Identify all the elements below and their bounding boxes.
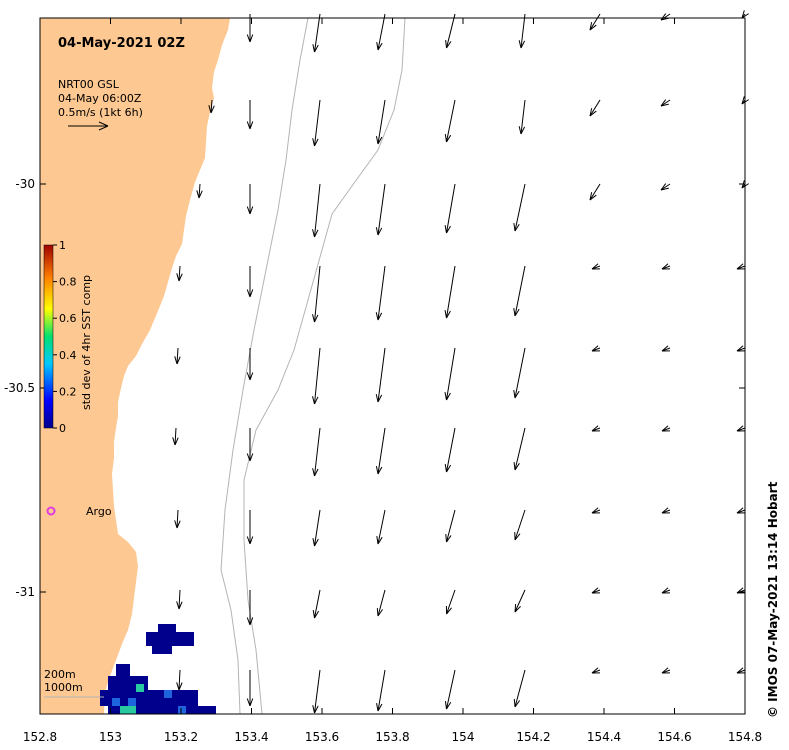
sst-pixels: [100, 624, 216, 714]
lat-tick-label: -30: [15, 177, 35, 191]
legend-line-3: 0.5m/s (1kt 6h): [58, 106, 143, 119]
lon-tick-label: 153.6: [305, 730, 339, 744]
map-title: 04-May-2021 02Z: [58, 36, 185, 51]
coastline-land: [40, 18, 230, 714]
lon-tick-label: 153.2: [164, 730, 198, 744]
lat-tick-label: -30.5: [4, 381, 35, 395]
contour-200m: [220, 17, 309, 715]
lon-tick-label: 154.4: [587, 730, 621, 744]
axis-ticks: [39, 18, 746, 714]
depth-label-200m: 200m: [44, 668, 76, 681]
lon-tick-label: 152.8: [23, 730, 57, 744]
lon-tick-label: 153.8: [375, 730, 409, 744]
latitude-labels: -30 -30.5 -31: [4, 177, 35, 599]
scale-arrow-icon: [68, 121, 109, 131]
colorbar-tick-label: 0.4: [59, 349, 77, 362]
lon-tick-label: 154.8: [728, 730, 762, 744]
lon-tick-label: 154.2: [516, 730, 550, 744]
current-vectors: [172, 10, 749, 714]
colorbar: [43, 244, 54, 429]
credit-text: © IMOS 07-May-2021 13:14 Hobart: [766, 481, 780, 718]
legend-line-1: NRT00 GSL: [58, 78, 120, 91]
contour-1000m: [243, 17, 406, 715]
lon-tick-label: 154.6: [657, 730, 691, 744]
argo-label: Argo: [86, 505, 112, 518]
colorbar-tick-label: 0.8: [59, 276, 77, 289]
colorbar-tick-label: 0.6: [59, 312, 77, 325]
lon-tick-label: 154: [452, 730, 475, 744]
colorbar-tick-label: 1: [59, 239, 66, 252]
longitude-labels: 152.8 153 153.2 153.4 153.6 153.8 154 154.2 154.…: [23, 730, 762, 744]
colorbar-ticks: 1 0.8 0.6 0.4 0.2 0: [53, 239, 77, 435]
legend-line-2: 04-May 06:00Z: [58, 92, 142, 105]
colorbar-tick-label: 0: [59, 422, 66, 435]
lat-tick-label: -31: [15, 585, 35, 599]
colorbar-title: std dev of 4hr SST comp: [80, 275, 93, 410]
lon-tick-label: 153: [99, 730, 122, 744]
argo-marker-icon: [46, 506, 56, 516]
depth-label-1000m: 1000m: [44, 681, 83, 694]
colorbar-tick-label: 0.2: [59, 385, 77, 398]
lon-tick-label: 153.4: [234, 730, 268, 744]
